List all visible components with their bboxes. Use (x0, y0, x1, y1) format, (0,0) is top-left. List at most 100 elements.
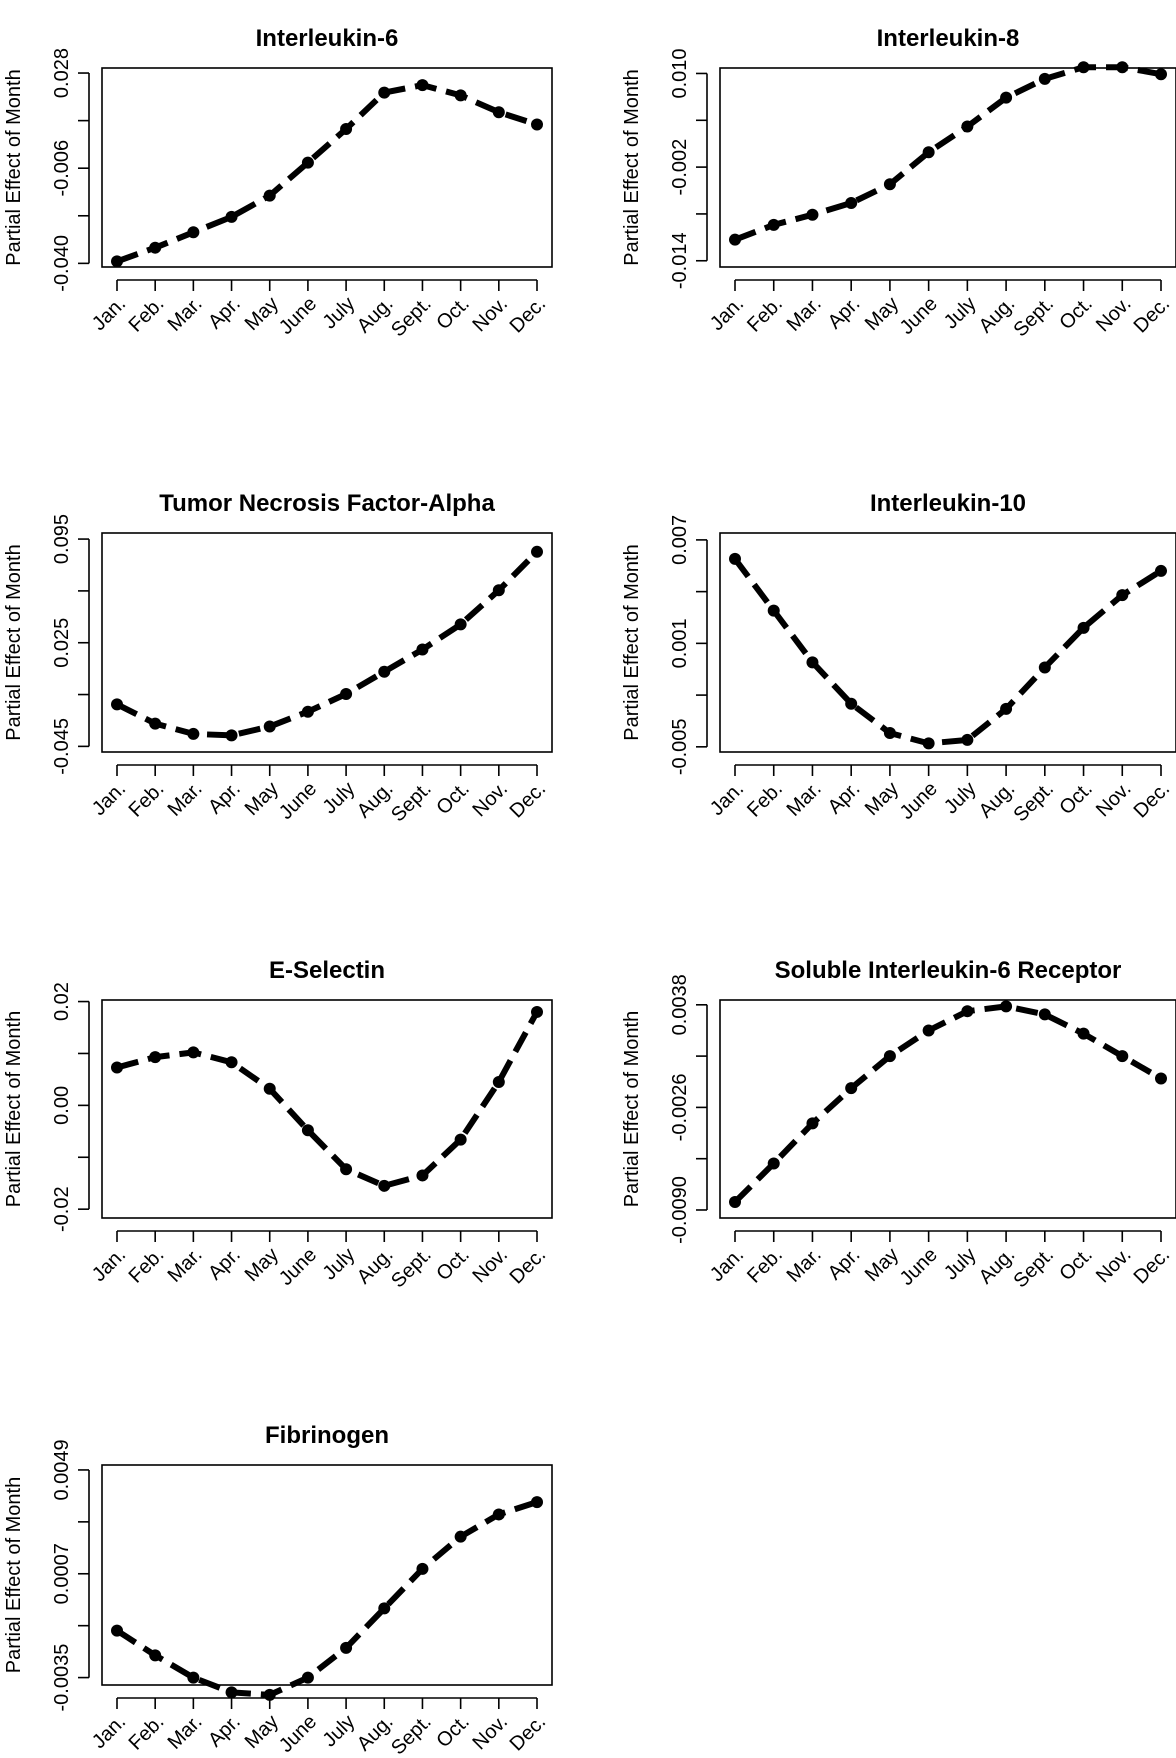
y-tick-label: 0.001 (669, 618, 691, 668)
data-point (187, 1046, 200, 1059)
x-tick-label: July (319, 1244, 360, 1285)
chart-panel-6: Soluble Interleukin-6 Receptor -0.0090 -0.… (621, 957, 1176, 1292)
data-point (111, 1061, 123, 1074)
y-tick-label: 0.028 (51, 48, 73, 98)
data-point (767, 604, 780, 617)
x-tick-label: Apr. (824, 778, 865, 819)
chart-title: Fibrinogen (265, 1422, 389, 1449)
plot-frame (101, 532, 553, 753)
data-point (492, 584, 505, 597)
y-axis-title: Partial Effect of Month (3, 544, 25, 740)
data-point (340, 1641, 353, 1654)
data-point (340, 1163, 353, 1176)
x-tick-label: June (275, 778, 321, 824)
data-point (1116, 589, 1129, 602)
data-point (416, 1562, 429, 1575)
data-point (301, 705, 314, 718)
y-tick-label: -0.0035 (51, 1644, 73, 1712)
series-line (115, 549, 540, 739)
x-tick-label: Dec. (506, 1711, 551, 1756)
data-point (1077, 1027, 1090, 1040)
x-tick-label: Dec. (506, 1244, 551, 1289)
plot-frame (101, 1464, 553, 1686)
data-point (531, 1496, 543, 1509)
x-tick-label: Oct. (432, 778, 473, 819)
x-tick-label: May (241, 293, 283, 335)
y-axis-title: Partial Effect of Month (3, 1011, 25, 1207)
y-tick-label: 0.00 (51, 1086, 73, 1125)
data-point (729, 552, 741, 565)
chart-panel-5: E-Selectin -0.02 0.00 0.02 Partial Effect of… (3, 957, 553, 1293)
data-point (1155, 68, 1167, 81)
x-tick-label: Apr. (204, 778, 245, 819)
x-tick-label: July (319, 1711, 360, 1752)
data-point (378, 665, 391, 678)
x-tick-label: May (241, 1711, 283, 1753)
data-point (340, 687, 353, 700)
data-point (845, 197, 858, 210)
x-tick-label: Feb. (125, 1711, 169, 1755)
data-point (111, 698, 123, 711)
plot-frame (719, 67, 1176, 268)
x-tick-label: Feb. (125, 778, 169, 822)
y-axis-title: Partial Effect of Month (3, 1477, 25, 1673)
data-point (883, 178, 896, 191)
data-point (111, 255, 123, 268)
data-point (922, 1024, 935, 1037)
x-tick-label: Apr. (204, 293, 245, 334)
y-tick-label: 0.02 (51, 982, 73, 1021)
x-tick-label: Jan. (88, 1711, 130, 1753)
data-point (531, 545, 543, 558)
x-tick-label: Feb. (743, 778, 787, 822)
x-tick-label: Sept. (1010, 293, 1059, 342)
y-tick-label: -0.006 (51, 140, 73, 197)
x-tick-label: Oct. (1055, 778, 1096, 819)
data-point (263, 720, 276, 733)
x-tick-label: July (940, 293, 981, 334)
data-point (454, 1530, 467, 1543)
x-tick-label: Apr. (204, 1244, 245, 1285)
chart-panel-1: Interleukin-6 -0.040 -0.006 0.028 Partial Ef… (3, 25, 553, 341)
series-line (733, 64, 1162, 243)
data-point (806, 656, 819, 669)
data-point (883, 1050, 896, 1063)
y-axis-title: Partial Effect of Month (3, 69, 25, 265)
data-point (961, 1005, 974, 1018)
data-point (301, 1671, 314, 1684)
data-point (845, 1082, 858, 1095)
data-point (416, 643, 429, 656)
x-tick-label: Oct. (1055, 1244, 1096, 1285)
x-tick-label: Feb. (125, 1244, 169, 1288)
x-tick-label: Dec. (1130, 1244, 1175, 1289)
x-tick-label: Nov. (469, 778, 513, 822)
data-point (454, 89, 467, 102)
series-line (732, 557, 1163, 747)
x-tick-label: Sept. (387, 1244, 436, 1293)
x-tick-label: July (319, 293, 360, 334)
chart-title: Interleukin-8 (877, 25, 1020, 52)
y-tick-label: -0.0090 (669, 1176, 691, 1244)
data-point (729, 233, 741, 246)
plot-frame (101, 67, 553, 268)
data-point (1155, 564, 1167, 577)
x-tick-label: Feb. (743, 293, 787, 337)
y-tick-label: 0.0007 (51, 1543, 73, 1604)
data-point (301, 156, 314, 169)
data-point (149, 717, 162, 730)
x-tick-label: Nov. (1092, 293, 1136, 337)
data-point (806, 1117, 819, 1130)
x-tick-label: June (896, 293, 942, 339)
x-tick-label: July (940, 1244, 981, 1285)
data-point (263, 1688, 276, 1701)
x-tick-label: Dec. (506, 293, 551, 338)
y-tick-label: 0.0049 (51, 1439, 73, 1500)
y-axis-title: Partial Effect of Month (621, 69, 643, 265)
data-point (961, 120, 974, 133)
x-tick-label: Sept. (387, 778, 436, 827)
data-point (531, 118, 543, 131)
x-tick-label: June (275, 1711, 321, 1757)
x-tick-label: June (275, 293, 321, 339)
data-point (845, 697, 858, 710)
data-point (1038, 661, 1051, 674)
